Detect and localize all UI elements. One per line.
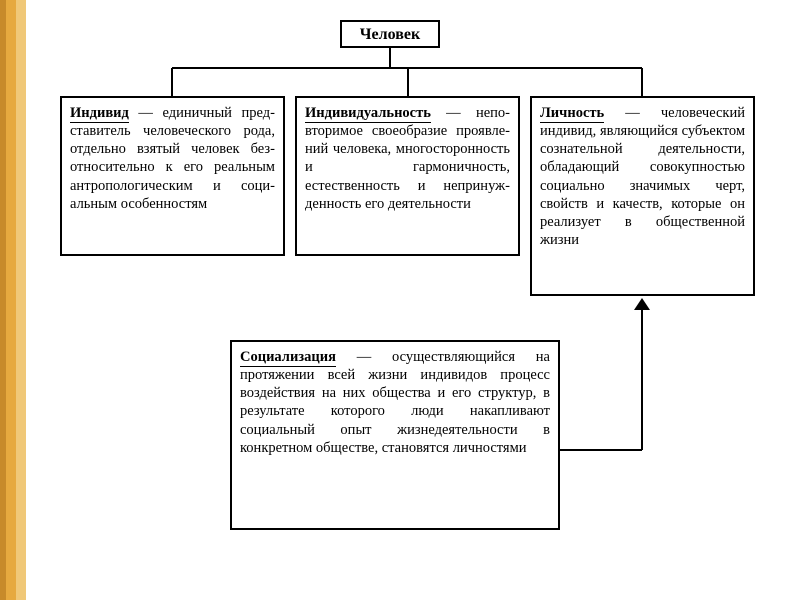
term-lichnost: Личность [540,105,604,123]
box-socializacia: Социализация — осуществляющийся на протя… [230,340,560,530]
body-lichnost: — человеческий индивид, являющийся субъе… [540,105,745,248]
box-lichnost: Личность — человеческий индивид, являющи… [530,96,755,296]
slide-left-stripe [0,0,55,600]
term-individ: Индивид [70,105,129,123]
term-individualnost: Индивидуальность [305,105,431,123]
box-individ: Индивид — единичный пред­ставитель челов… [60,96,285,256]
term-socializacia: Социализация [240,349,336,367]
diagram-title-text: Человек [360,26,420,43]
diagram-title-box: Человек [340,20,440,48]
box-individualnost: Индивидуальность — непо­вторимое своеобр… [295,96,520,256]
